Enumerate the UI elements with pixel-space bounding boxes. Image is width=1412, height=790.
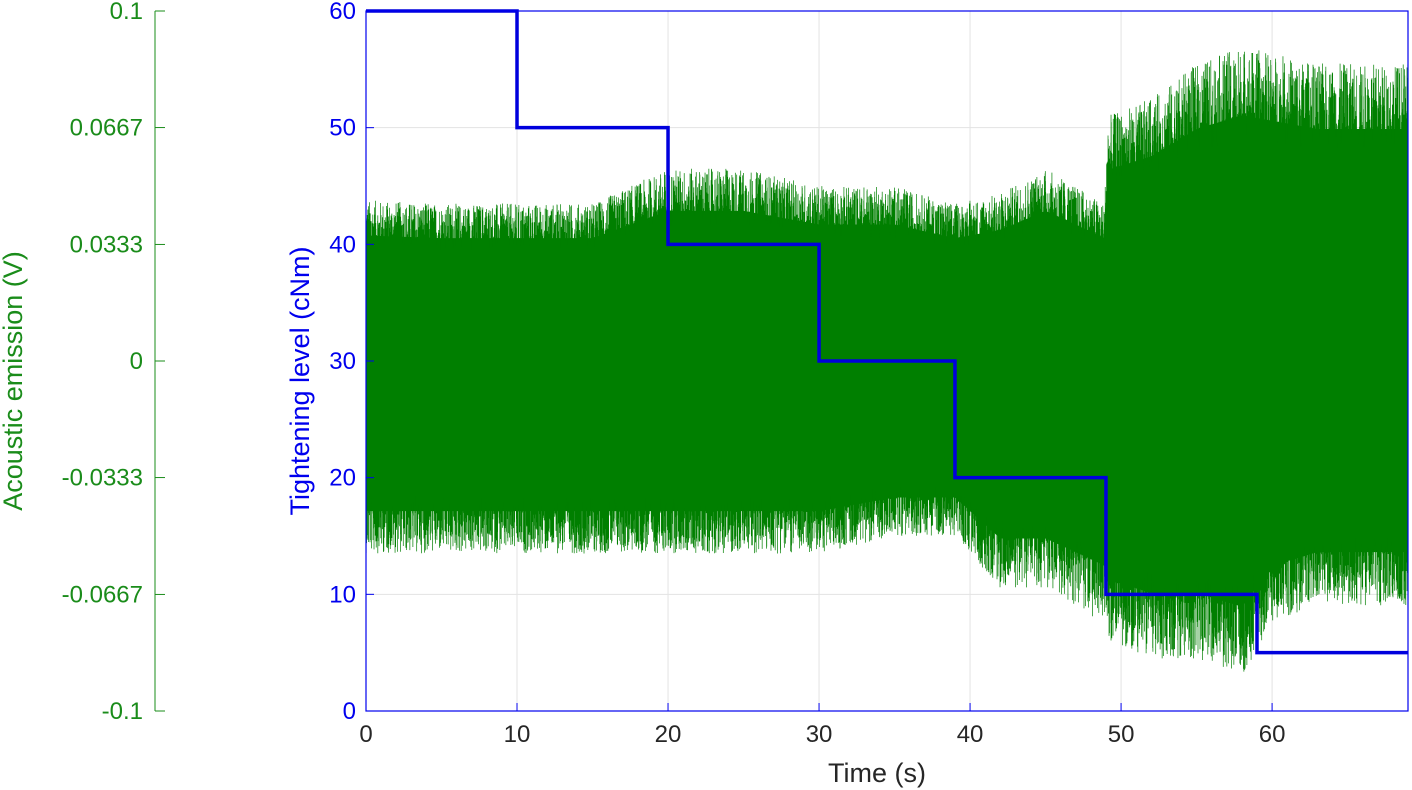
left-axis-label: Acoustic emission (V) bbox=[0, 251, 28, 511]
left-axis-tick-label: -0.0333 bbox=[62, 465, 143, 492]
right-axis-tick-label: 50 bbox=[329, 115, 356, 142]
left-axis-tick-label: 0.0667 bbox=[70, 115, 143, 142]
x-axis-label: Time (s) bbox=[828, 758, 926, 788]
right-axis: 60 50 40 30 20 10 0 bbox=[329, 0, 374, 725]
left-axis-tick-label: 0 bbox=[130, 348, 143, 375]
x-axis-tick-label: 40 bbox=[957, 721, 984, 748]
right-axis-tick-label: 10 bbox=[329, 581, 356, 608]
left-axis-tick-label: -0.1 bbox=[102, 698, 143, 725]
left-axis: 0.1 0.0667 0.0333 0 -0.0333 -0.0667 -0.1 bbox=[62, 0, 165, 725]
left-axis-tick-label: 0.1 bbox=[110, 0, 143, 25]
right-axis-tick-label: 40 bbox=[329, 231, 356, 258]
tightening-level-series bbox=[366, 9, 1408, 655]
x-axis-tick-label: 20 bbox=[655, 721, 682, 748]
x-axis-tick-label: 30 bbox=[806, 721, 833, 748]
left-axis-tick-label: 0.0333 bbox=[70, 231, 143, 258]
left-axis-tick-label: -0.0667 bbox=[62, 581, 143, 608]
right-axis-label: Tightening level (cNm) bbox=[285, 246, 315, 515]
right-axis-tick-label: 0 bbox=[343, 698, 356, 725]
x-axis-tick-label: 0 bbox=[359, 721, 372, 748]
x-axis-tick-label: 60 bbox=[1259, 721, 1286, 748]
right-axis-tick-label: 60 bbox=[329, 0, 356, 25]
right-axis-tick-label: 20 bbox=[329, 465, 356, 492]
right-axis-tick-label: 30 bbox=[329, 348, 356, 375]
x-axis-tick-label: 50 bbox=[1108, 721, 1135, 748]
x-axis: 0 10 20 30 40 50 60 bbox=[359, 703, 1285, 748]
x-axis-tick-label: 10 bbox=[504, 721, 531, 748]
